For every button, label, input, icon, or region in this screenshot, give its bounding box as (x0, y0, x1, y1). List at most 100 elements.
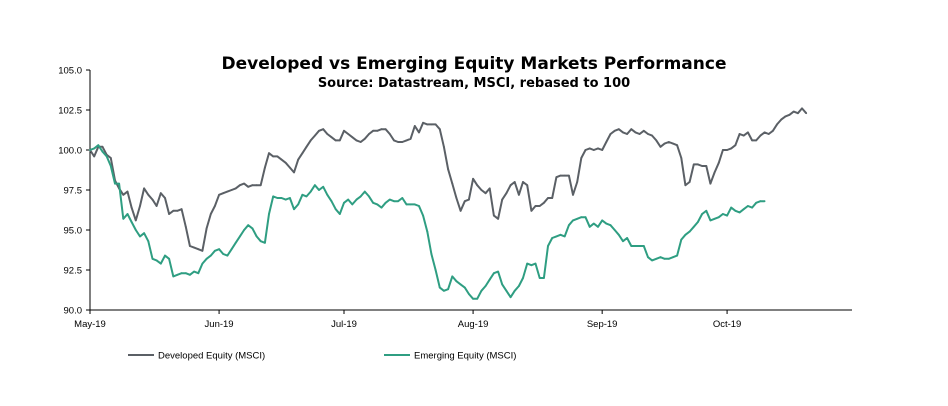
data-point (676, 144, 678, 147)
data-point (343, 129, 345, 132)
data-point (584, 216, 587, 219)
data-point (305, 145, 308, 148)
data-point (455, 197, 458, 199)
data-point (792, 110, 795, 113)
data-point (372, 129, 374, 132)
data-point (376, 203, 379, 206)
data-point (259, 240, 262, 243)
data-point (476, 297, 479, 300)
data-point (159, 192, 162, 195)
data-point (576, 217, 579, 220)
data-point (413, 203, 416, 206)
data-point (314, 134, 316, 137)
data-point (101, 145, 104, 148)
data-point (447, 288, 449, 291)
data-point (509, 296, 512, 299)
data-point (180, 208, 183, 211)
data-point (93, 155, 96, 158)
data-point (555, 176, 558, 179)
data-point (147, 240, 150, 243)
data-point (472, 177, 474, 180)
data-point (447, 168, 449, 171)
data-point (326, 193, 329, 196)
data-point (351, 136, 354, 139)
data-point (713, 171, 716, 174)
data-point (543, 201, 545, 204)
data-point (293, 208, 295, 211)
data-point (522, 181, 524, 183)
data-point (788, 113, 791, 116)
data-point (747, 205, 749, 207)
data-point (684, 233, 687, 236)
x-tick-label: Oct-19 (713, 319, 742, 330)
y-tick-label: 100.0 (58, 146, 82, 157)
data-point (151, 198, 154, 201)
data-point (139, 205, 141, 207)
data-point (759, 134, 762, 137)
data-point (105, 155, 108, 158)
data-point (251, 227, 254, 230)
data-point (538, 277, 541, 279)
y-tick-label: 92.5 (64, 266, 83, 277)
data-point (126, 213, 129, 215)
data-point (380, 128, 383, 131)
data-point (501, 283, 504, 286)
data-point (297, 158, 300, 161)
y-tick-label: 95.0 (64, 226, 83, 237)
data-point (747, 131, 749, 134)
data-point (409, 137, 412, 140)
data-point (626, 133, 628, 135)
data-point (597, 225, 599, 228)
data-point (255, 184, 258, 187)
data-point (334, 208, 337, 211)
data-point (688, 181, 691, 183)
data-point (139, 235, 141, 238)
data-point (409, 203, 412, 206)
data-point (680, 157, 683, 159)
data-point (484, 285, 487, 287)
data-point (463, 200, 466, 203)
data-point (239, 235, 241, 238)
data-point (659, 145, 662, 148)
data-point (289, 166, 291, 169)
data-point (338, 213, 341, 215)
data-point (617, 128, 620, 131)
data-point (597, 147, 599, 150)
data-point (363, 137, 366, 140)
data-point (538, 205, 541, 207)
data-point (497, 270, 499, 273)
data-point (430, 253, 433, 255)
data-point (592, 149, 595, 151)
data-point (297, 203, 300, 206)
data-point (226, 254, 229, 257)
data-point (359, 141, 362, 143)
data-point (459, 283, 462, 286)
data-point (588, 225, 591, 228)
data-point (526, 262, 529, 265)
data-point (663, 142, 666, 145)
data-point (463, 286, 466, 289)
data-point (147, 193, 150, 196)
data-point (264, 241, 266, 244)
chart-subtitle: Source: Datastream, MSCI, rebased to 100 (317, 76, 631, 91)
data-point (418, 131, 420, 134)
data-point (455, 280, 458, 283)
data-point (742, 208, 745, 211)
data-point (168, 213, 171, 215)
data-point (430, 123, 433, 126)
data-point (692, 163, 695, 166)
data-point (630, 128, 633, 131)
data-point (526, 184, 529, 187)
data-point (563, 174, 566, 177)
data-point (484, 192, 487, 195)
data-point (568, 174, 570, 177)
data-point (134, 229, 137, 231)
data-point (651, 259, 653, 262)
data-point (130, 221, 133, 223)
data-point (172, 209, 175, 212)
data-point (122, 193, 125, 196)
data-point (697, 221, 699, 223)
data-point (559, 233, 562, 236)
